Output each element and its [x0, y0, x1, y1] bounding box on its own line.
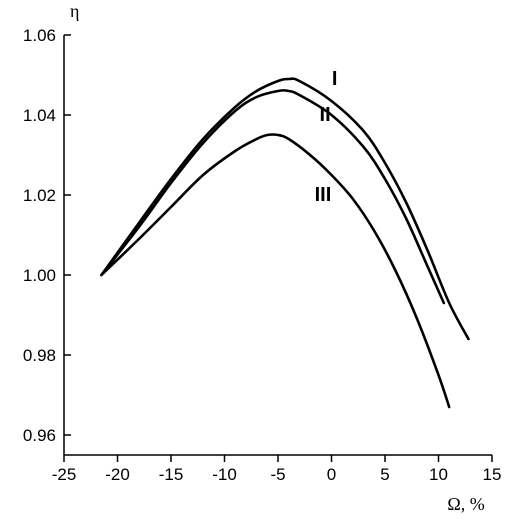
curve-label-2: II	[320, 104, 331, 126]
axes	[63, 35, 492, 456]
y-tick-label: 1.04	[23, 106, 56, 125]
y-ticks: 0.96 0.98 1.00 1.02 1.04 1.06	[23, 26, 71, 445]
x-axis-label: Ω, %	[447, 494, 484, 514]
x-tick-label: -20	[105, 465, 130, 484]
series-line-1	[100, 77, 470, 341]
y-tick-label: 0.96	[23, 426, 56, 445]
series-line-2	[100, 89, 446, 305]
x-tick-label: -15	[159, 465, 184, 484]
x-tick-label: 10	[429, 465, 448, 484]
y-axis-label: η	[70, 1, 79, 21]
series-line-3	[100, 133, 451, 409]
y-tick-label: 1.00	[23, 266, 56, 285]
curve-label-3: III	[315, 184, 332, 206]
x-tick-label: 0	[327, 465, 336, 484]
curve-label-1: I	[332, 68, 338, 90]
x-tick-label: -5	[270, 465, 285, 484]
x-tick-label: -25	[52, 465, 77, 484]
x-tick-label: 15	[483, 465, 502, 484]
series-group	[100, 77, 470, 409]
x-tick-label: -10	[212, 465, 237, 484]
y-tick-label: 1.06	[23, 26, 56, 45]
y-tick-label: 0.98	[23, 346, 56, 365]
y-tick-label: 1.02	[23, 186, 56, 205]
x-tick-label: 5	[380, 465, 389, 484]
x-ticks: -25 -20 -15 -10 -5 0 5 10 15	[52, 455, 502, 484]
